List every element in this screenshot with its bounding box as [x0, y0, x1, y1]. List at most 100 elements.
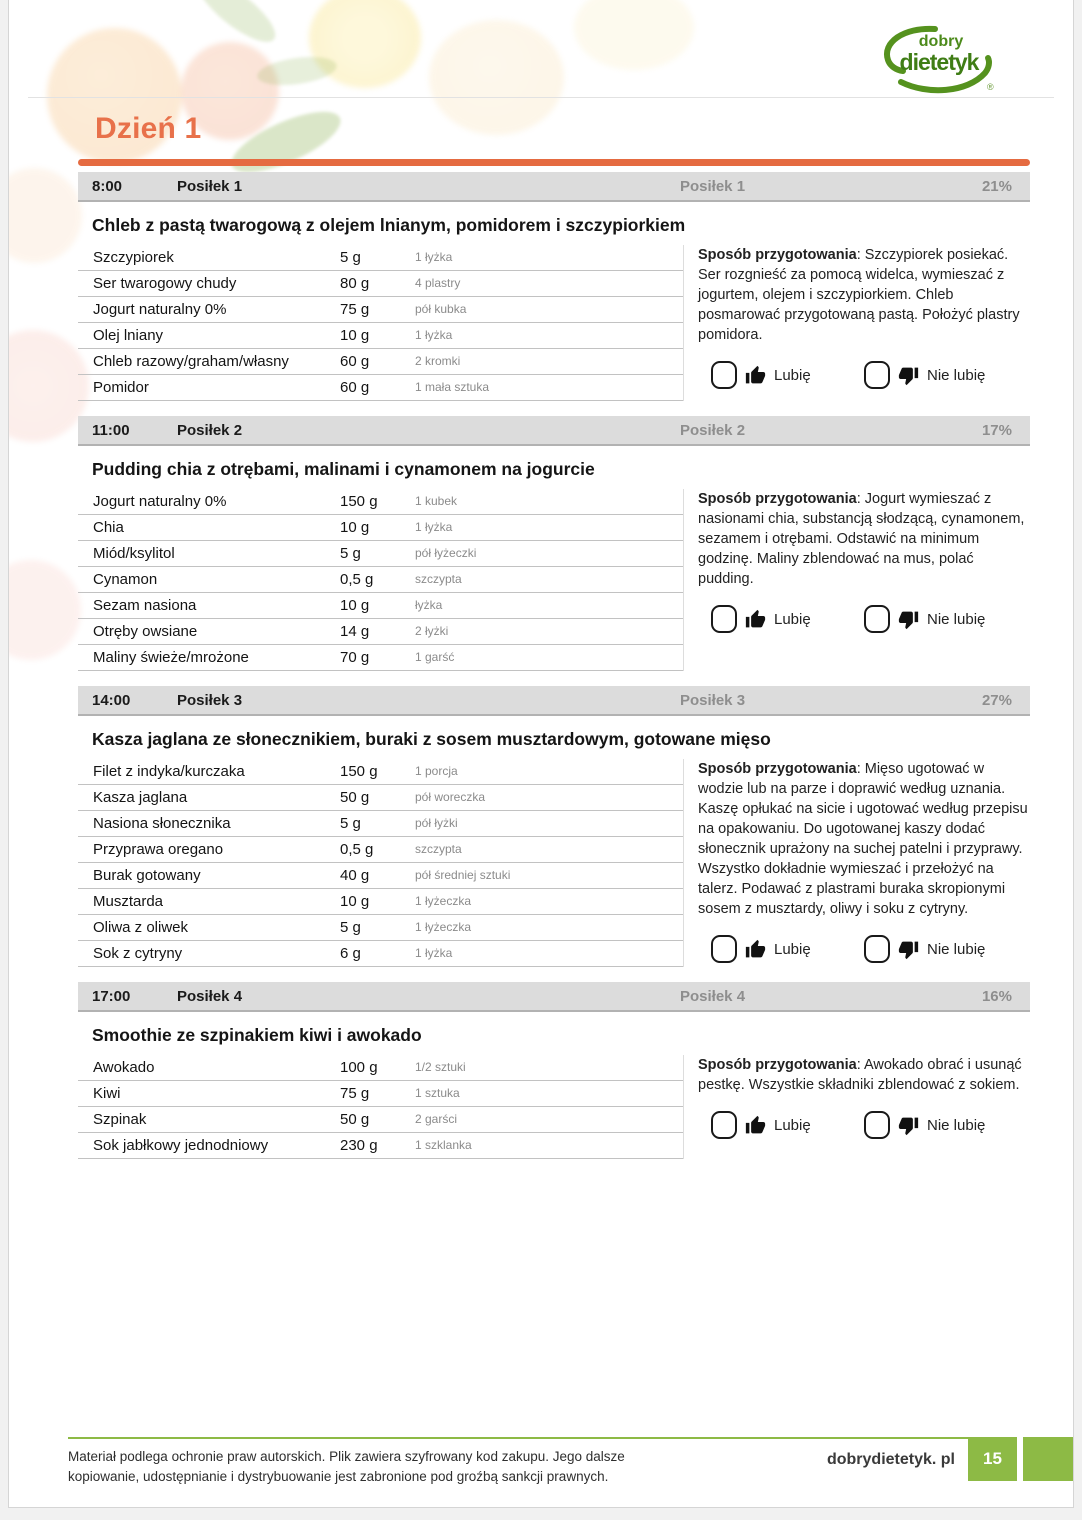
ingredient-measure: 1 mała sztuka [415, 380, 490, 394]
copyright-notice: Materiał podlega ochronie praw autorskic… [68, 1449, 625, 1484]
like-checkbox[interactable] [711, 935, 737, 963]
meal-time: 14:00 [92, 691, 131, 709]
green-edge-block [1023, 1437, 1073, 1481]
thumb-up-icon [745, 1115, 766, 1136]
preparation-column: Sposób przygotowania: Mięso ugotować w w… [683, 759, 1030, 967]
ingredient-measure: szczypta [415, 842, 462, 856]
dobry-dietetyk-logo: dobry dietetyk ® [875, 24, 1000, 99]
preparation-column: Sposób przygotowania: Szczypiorek posiek… [683, 245, 1030, 401]
orange-watermark [9, 168, 82, 263]
ingredient-amount: 50 g [340, 789, 370, 806]
ingredient-table: Awokado 100 g 1/2 sztuki Kiwi 75 g 1 szt… [78, 1055, 683, 1159]
like-group: Lubię [711, 361, 864, 389]
ingredient-measure: 1 łyżeczka [415, 920, 472, 934]
table-row: Kiwi 75 g 1 sztuka [78, 1081, 683, 1107]
ingredient-table: Szczypiorek 5 g 1 łyżka Ser twarogowy ch… [78, 245, 683, 401]
table-row: Sok jabłkowy jednodniowy 230 g 1 szklank… [78, 1133, 683, 1159]
dislike-label: Nie lubię [927, 610, 986, 628]
table-row: Pomidor 60 g 1 mała sztuka [78, 375, 683, 401]
table-row: Nasiona słonecznika 5 g pół łyżki [78, 811, 683, 837]
dislike-label: Nie lubię [927, 366, 986, 384]
dislike-label: Nie lubię [927, 1116, 986, 1134]
meal-name-secondary: Posiłek 4 [680, 987, 746, 1005]
ingredient-name: Cynamon [93, 571, 158, 588]
table-row: Sok z cytryny 6 g 1 łyżka [78, 941, 683, 967]
like-checkbox[interactable] [711, 605, 737, 633]
dislike-group: Nie lubię [864, 935, 985, 963]
meal-time: 8:00 [92, 177, 123, 195]
preparation-label: Sposób przygotowania [698, 491, 857, 507]
dislike-checkbox[interactable] [864, 605, 890, 633]
ingredient-measure: pół łyżki [415, 816, 458, 830]
dislike-label: Nie lubię [927, 940, 986, 958]
preparation-body: : Mięso ugotować w wodzie lub na parze i… [698, 761, 1028, 917]
ingredient-measure: 1 szklanka [415, 1138, 472, 1152]
ingredient-amount: 150 g [340, 763, 378, 780]
page-number: 15 [983, 1449, 1002, 1468]
registered-mark: ® [987, 82, 994, 92]
ingredient-name: Pomidor [93, 379, 149, 396]
meal-header-bar: 8:00 Posiłek 1 Posiłek 1 21% [78, 172, 1030, 202]
preparation-text: Sposób przygotowania: Szczypiorek posiek… [698, 245, 1030, 345]
meal-time: 17:00 [92, 987, 131, 1005]
meal-energy-percent: 17% [981, 421, 1012, 439]
table-row: Jogurt naturalny 0% 150 g 1 kubek [78, 489, 683, 515]
dislike-checkbox[interactable] [864, 935, 890, 963]
ingredient-measure: 1 łyżka [415, 328, 453, 342]
ingredient-measure: szczypta [415, 572, 462, 586]
ingredient-table: Filet z indyka/kurczaka 150 g 1 porcja K… [78, 759, 683, 967]
ingredient-name: Ser twarogowy chudy [93, 275, 237, 292]
ingredient-name: Jogurt naturalny 0% [93, 493, 227, 510]
thumb-up-icon [745, 609, 766, 630]
meal-energy-percent: 21% [981, 177, 1012, 195]
dislike-checkbox[interactable] [864, 361, 890, 389]
meal-name-secondary: Posiłek 1 [680, 177, 746, 195]
header-divider [28, 97, 1054, 98]
preparation-column: Sposób przygotowania: Awokado obrać i us… [683, 1055, 1030, 1159]
ingredient-measure: 1 łyżka [415, 946, 453, 960]
meal-energy-percent: 16% [981, 987, 1012, 1005]
dish-title: Smoothie ze szpinakiem kiwi i awokado [92, 1025, 422, 1045]
ingredient-name: Sezam nasiona [93, 597, 197, 614]
meal-header-left: 11:00 Posiłek 2 [78, 422, 680, 439]
meal-body: Awokado 100 g 1/2 sztuki Kiwi 75 g 1 szt… [78, 1055, 1030, 1159]
dislike-group: Nie lubię [864, 1111, 985, 1139]
preparation-text: Sposób przygotowania: Mięso ugotować w w… [698, 759, 1030, 919]
dislike-checkbox[interactable] [864, 1111, 890, 1139]
logo-text-bottom: dietetyk [900, 49, 980, 75]
meal-time: 11:00 [92, 421, 130, 439]
rating-row: Lubię Nie lubię [711, 1111, 1030, 1139]
ingredient-amount: 0,5 g [340, 571, 374, 588]
meal-name: Posiłek 1 [177, 177, 243, 195]
preparation-body: : Awokado obrać i usunąć pestkę. Wszystk… [698, 1057, 1022, 1093]
ingredient-name: Kiwi [93, 1085, 121, 1102]
like-group: Lubię [711, 605, 864, 633]
table-row: Szpinak 50 g 2 garści [78, 1107, 683, 1133]
preparation-label: Sposób przygotowania [698, 1057, 857, 1073]
thumb-up-icon [745, 365, 766, 386]
preparation-body: : Jogurt wymieszać z nasionami chia, sub… [698, 491, 1025, 587]
like-checkbox[interactable] [711, 1111, 737, 1139]
site-name: dobrydietetyk. pl [826, 1451, 955, 1468]
ingredient-name: Oliwa z oliwek [93, 919, 189, 936]
like-label: Lubię [774, 366, 811, 384]
meal-name-secondary: Posiłek 3 [680, 691, 746, 709]
ingredient-name: Otręby owsiane [93, 623, 198, 640]
ingredient-name: Burak gotowany [93, 867, 201, 884]
ingredient-name: Maliny świeże/mrożone [93, 649, 249, 666]
ingredient-measure: 1 łyżka [415, 520, 453, 534]
ingredient-amount: 0,5 g [340, 841, 374, 858]
preparation-body: : Szczypiorek posiekać. Ser rozgnieść za… [698, 247, 1020, 343]
like-label: Lubię [774, 610, 811, 628]
ingredient-measure: 4 plastry [415, 276, 461, 290]
leaf-watermark [189, 0, 284, 52]
meal-header-left: 17:00 Posiłek 4 [78, 988, 680, 1005]
ingredient-measure: 1 łyżka [415, 250, 453, 264]
ingredient-measure: pół łyżeczki [415, 546, 477, 560]
like-checkbox[interactable] [711, 361, 737, 389]
table-row: Burak gotowany 40 g pół średniej sztuki [78, 863, 683, 889]
ingredient-amount: 5 g [340, 249, 361, 266]
ingredient-measure: 1 łyżeczka [415, 894, 472, 908]
table-row: Chleb razowy/graham/własny 60 g 2 kromki [78, 349, 683, 375]
ingredient-table: Jogurt naturalny 0% 150 g 1 kubek Chia 1… [78, 489, 683, 671]
